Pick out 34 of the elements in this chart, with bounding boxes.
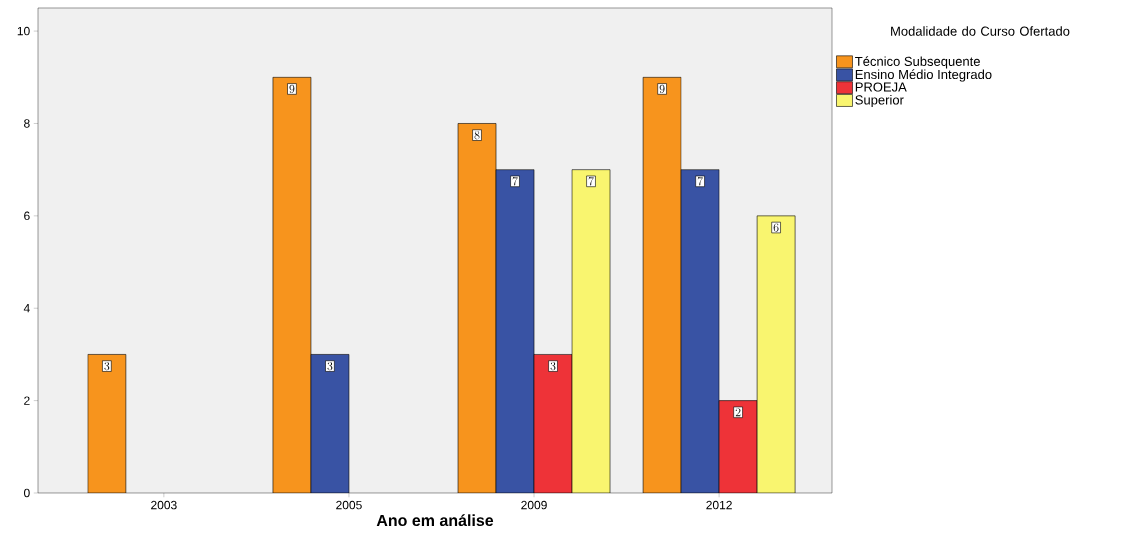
x-tick-label: 2012 (706, 500, 732, 510)
data-label: 7 (588, 177, 594, 186)
data-label: 3 (550, 361, 556, 371)
data-label: 3 (104, 361, 110, 371)
data-label: 8 (474, 131, 480, 140)
data-label: 3 (327, 361, 333, 371)
y-tick-label: 6 (24, 211, 30, 221)
data-label: 9 (289, 84, 295, 94)
legend-title: Modalidade do Curso Ofertado (891, 26, 1070, 36)
bar (533, 354, 573, 493)
legend-label: PROEJA (855, 82, 907, 92)
x-tick-label: 2005 (336, 500, 362, 510)
legend-label: Superior (855, 94, 904, 108)
bar (718, 400, 758, 493)
x-axis-title: Ano em análise (376, 514, 494, 527)
data-label: 7 (697, 177, 703, 186)
bar (756, 215, 796, 493)
data-label: 2 (735, 408, 741, 417)
y-tick-label: 4 (23, 304, 30, 313)
y-tick-label: 10 (17, 26, 30, 36)
data-label: 7 (512, 177, 518, 186)
bar (680, 169, 720, 493)
data-label: 6 (773, 223, 779, 232)
legend-label: Ensino Médio Integrado (855, 69, 992, 82)
y-tick-label: 2 (24, 396, 30, 405)
bar (495, 169, 535, 493)
legend-label: Técnico Subsequente (855, 56, 980, 69)
x-tick-label: 2009 (521, 500, 547, 510)
y-tick-label: 8 (24, 119, 30, 128)
x-tick-label: 2003 (151, 500, 177, 510)
bar (310, 354, 350, 493)
y-tick-label: 0 (24, 488, 30, 498)
bar (571, 169, 611, 493)
data-label: 9 (659, 84, 665, 94)
